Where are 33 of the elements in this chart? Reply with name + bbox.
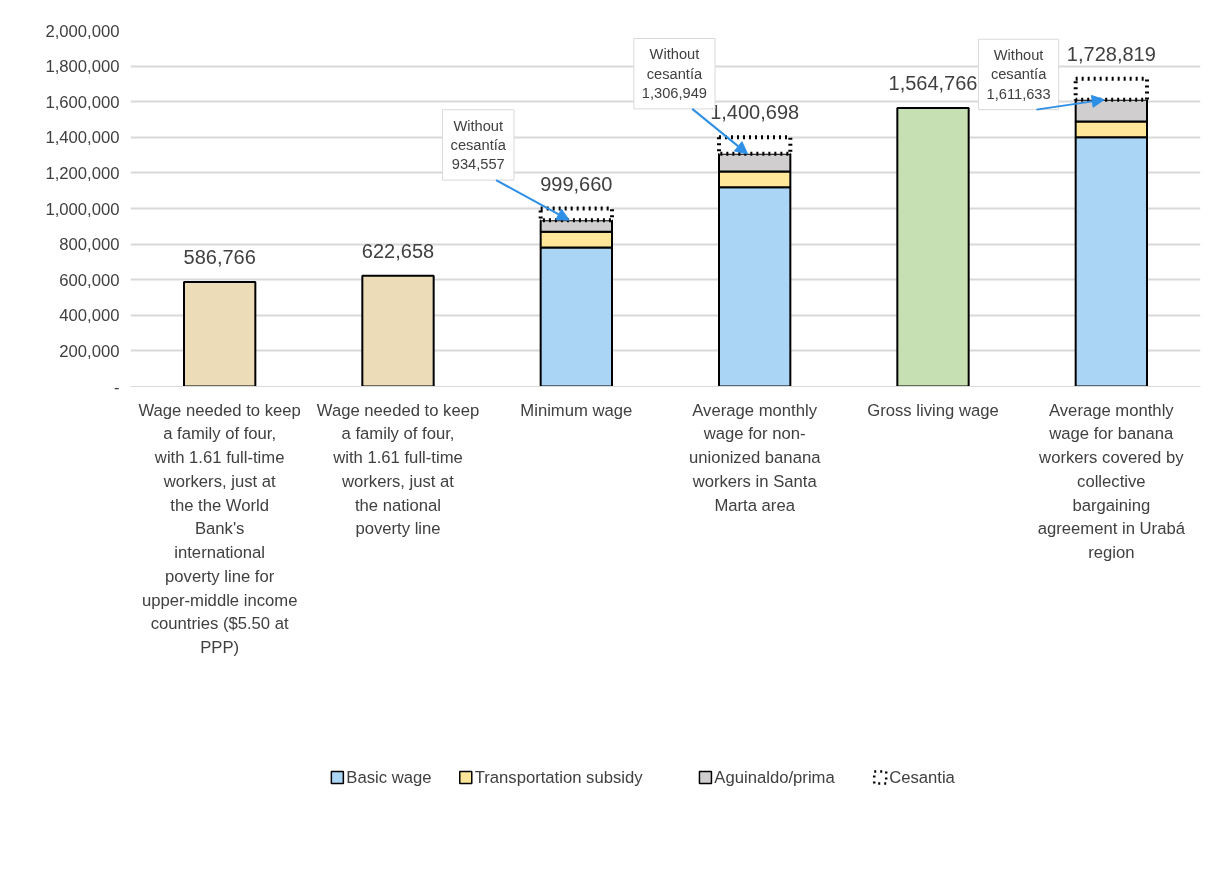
y-tick-label: 1,400,000 <box>45 128 120 148</box>
annotation: Without cesantía 934,557 <box>450 117 507 173</box>
total-label: 1,728,819 <box>1066 42 1156 65</box>
legend-label: Basic wage <box>346 768 432 787</box>
x-tick-label: Average monthly wage for banana workers covered by collective bargaining agreement in Urabá region <box>1037 400 1186 562</box>
y-tick-label: 1,600,000 <box>45 92 120 112</box>
legend-label: Aguinaldo/prima <box>714 768 836 787</box>
annotation: Without cesantía 1,306,949 <box>641 46 708 101</box>
total-label: 622,658 <box>361 239 435 262</box>
bar <box>896 106 970 387</box>
total-label: 586,766 <box>183 246 256 269</box>
y-tick-label: 200,000 <box>59 341 120 361</box>
bar <box>361 274 435 387</box>
legend-label: Transportation subsidy <box>474 768 644 787</box>
y-tick-label: - <box>113 377 120 397</box>
bar <box>183 281 257 387</box>
y-tick-label: 1,200,000 <box>45 163 120 183</box>
y-tick-label: 1,800,000 <box>45 57 120 77</box>
y-tick-label: 1,000,000 <box>45 199 120 219</box>
legend-label: Cesantia <box>889 768 956 787</box>
y-tick-label: 2,000,000 <box>45 21 120 41</box>
total-label: 999,660 <box>540 172 613 195</box>
y-tick-label: 400,000 <box>59 306 120 326</box>
category-label: Wage needed to keep a family of four, with 1.61 full-time workers, just at the the World Bank's international poverty line for upper-middle income countries ($5.50 at PPP) <box>138 400 301 657</box>
x-tick-label: Gross living wage <box>867 400 999 420</box>
x-tick-label: Minimum wage <box>520 400 633 420</box>
x-tick-label: Average monthly wage for non-unionized banana workers in Santa Marta area <box>688 400 822 515</box>
x-tick-label: Wage needed to keep a family of four, with 1.61 full-time workers, just at the national poverty line <box>316 400 480 539</box>
y-tick-label: 800,000 <box>59 235 120 255</box>
total-label: 1,564,766 <box>888 71 978 94</box>
total-label: 1,400,698 <box>710 101 800 124</box>
y-tick-label: 600,000 <box>59 270 120 290</box>
annotation: Without cesantía 1,611,633 <box>986 47 1051 102</box>
